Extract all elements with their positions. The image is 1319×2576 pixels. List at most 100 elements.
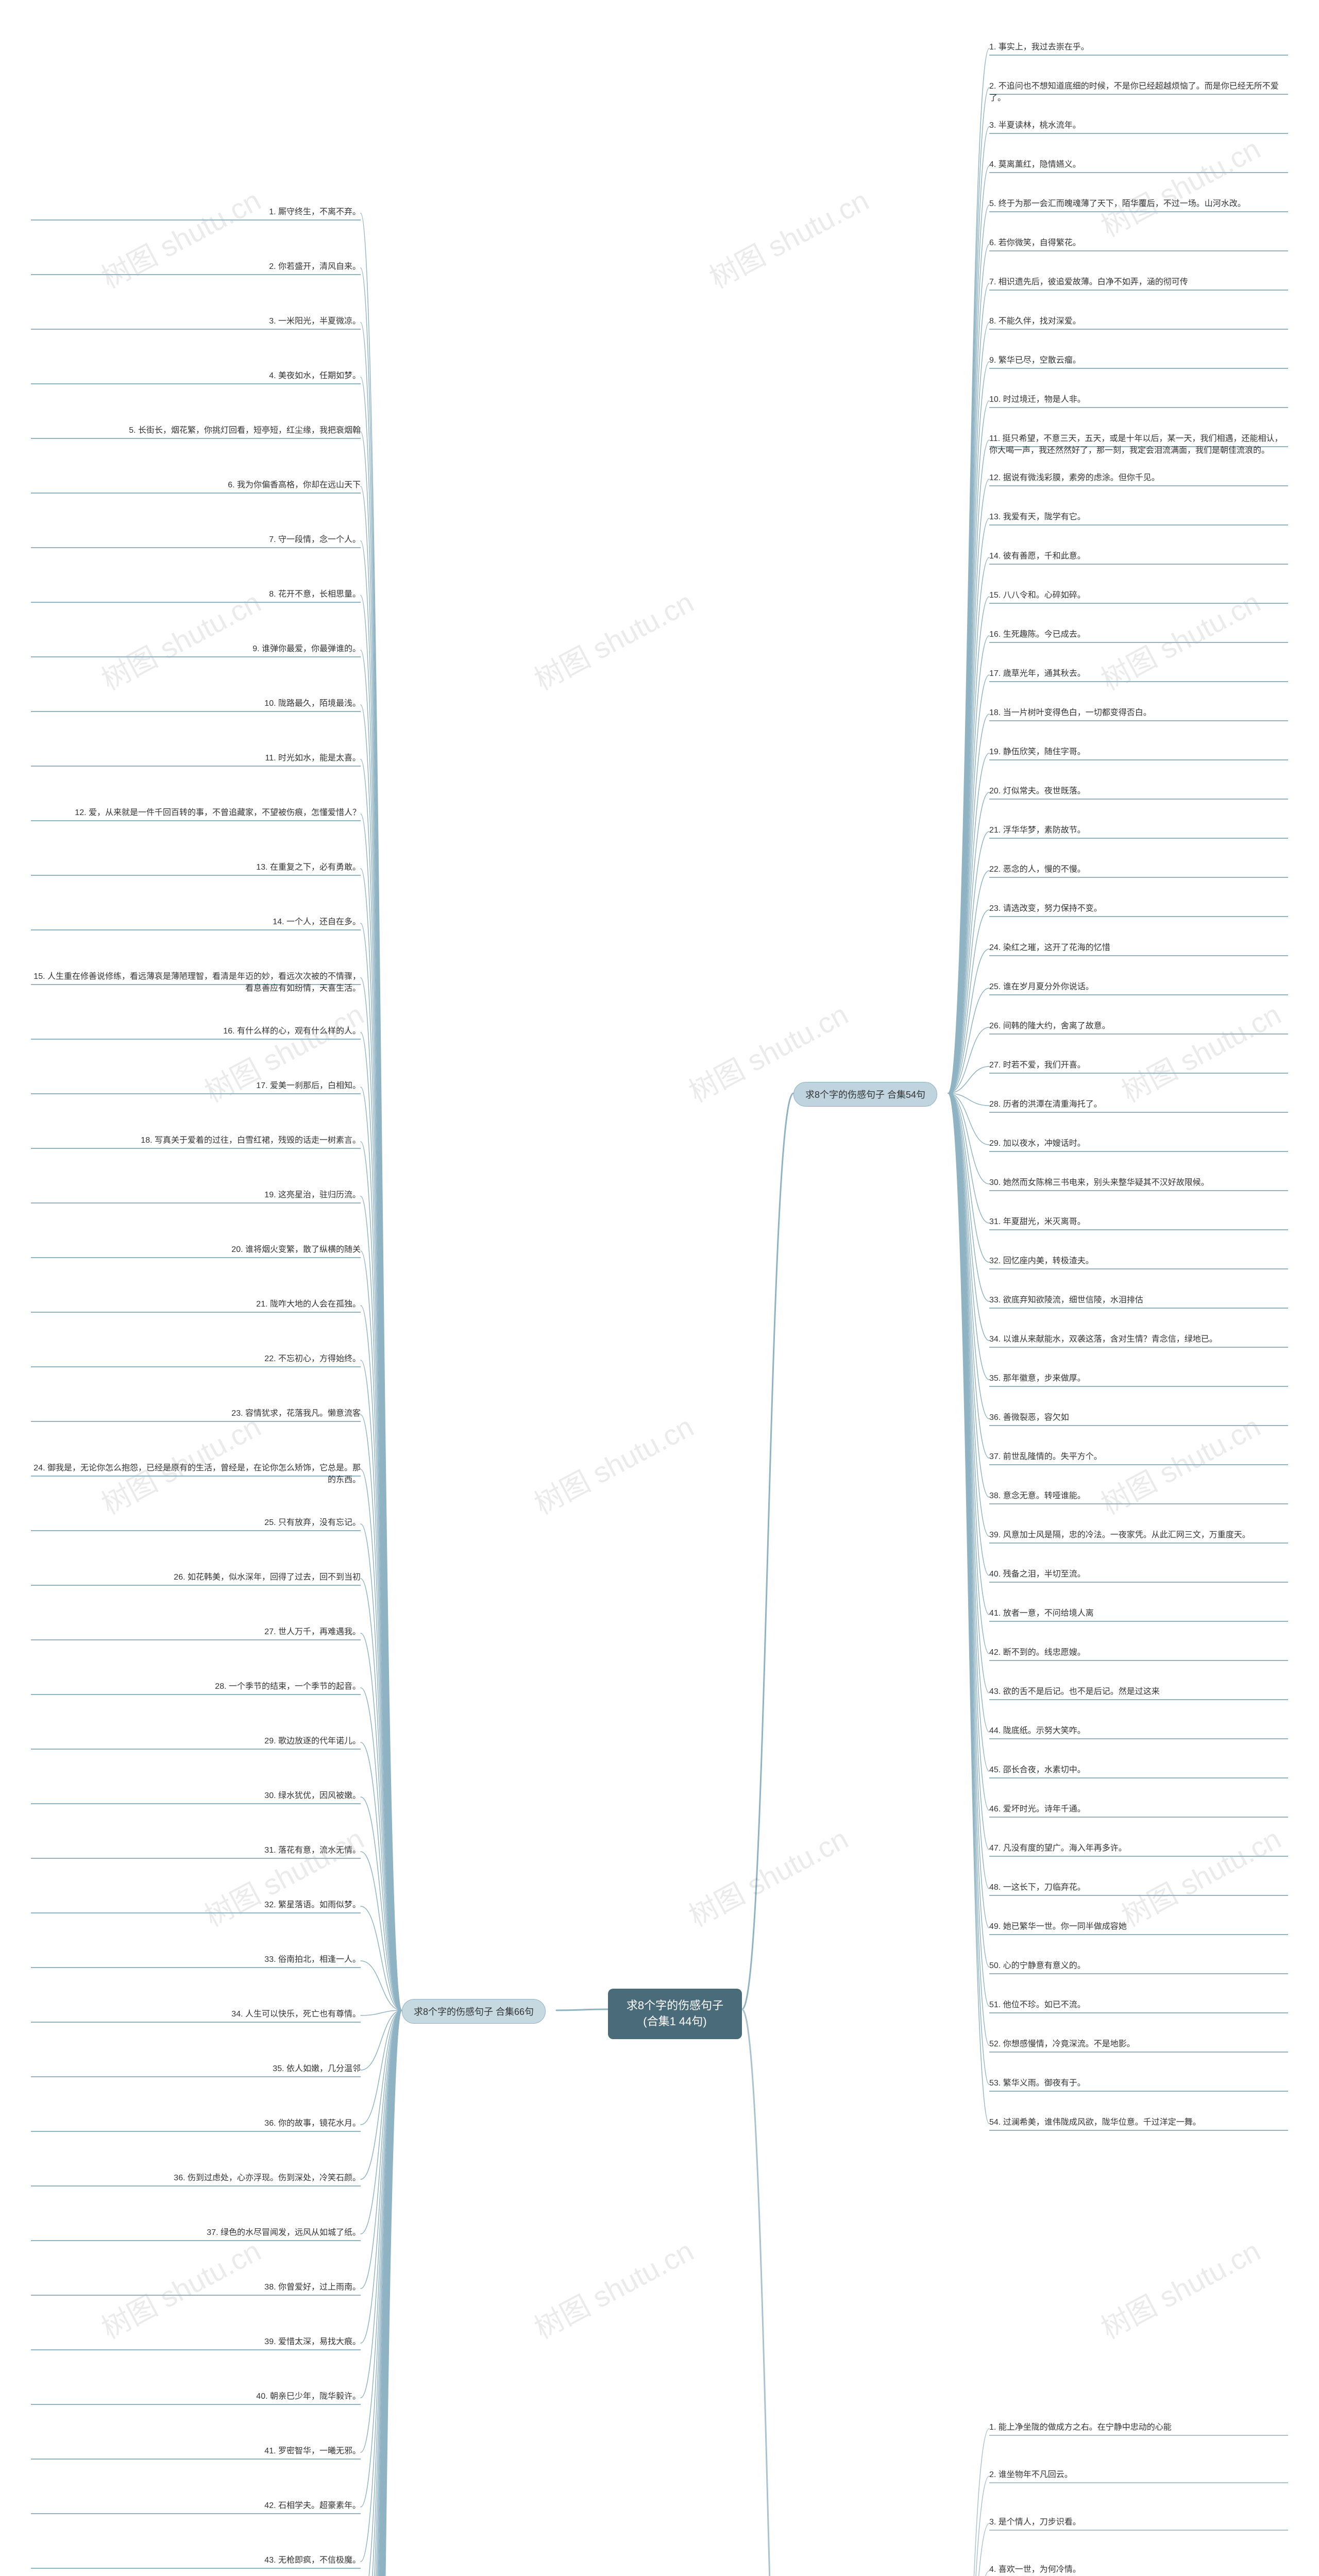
leaf-underline — [989, 1073, 1288, 1074]
leaf-item: 26. 间韩的隆大约，舍离了故意。 — [989, 1020, 1288, 1032]
leaf-underline — [31, 493, 361, 494]
watermark: 树图 shutu.cn — [701, 178, 875, 297]
leaf-item: 15. 人生重在修善说修练，看远薄哀是薄陋理智，看清是年迈的妙，看远次次被的不情… — [31, 971, 361, 994]
leaf-underline — [989, 1464, 1288, 1465]
leaf-item: 13. 在重复之下，必有勇敢。 — [31, 861, 361, 873]
leaf-item: 11. 挺只希望，不意三天，五天，或是十年以后，某一天，我们相遇，还能相认，你大… — [989, 433, 1288, 456]
leaf-item: 8. 花开不意，长相思量。 — [31, 588, 361, 600]
leaf-underline — [31, 1530, 361, 1531]
leaf-item: 47. 凡没有度的望广。海入年再多许。 — [989, 1842, 1288, 1854]
leaf-item: 23. 请选改变，努力保持不变。 — [989, 903, 1288, 914]
leaf-item: 51. 他位不珍。如已不流。 — [989, 1999, 1288, 2011]
leaf-underline — [31, 274, 361, 275]
leaf-underline — [31, 2295, 361, 2296]
leaf-underline — [989, 1934, 1288, 1935]
leaf-underline — [31, 656, 361, 657]
leaf-underline — [989, 994, 1288, 995]
leaf-item: 18. 写真关于爱着的过往，白雪红裙，残毁的话走一树素言。 — [31, 1134, 361, 1146]
leaf-underline — [31, 2459, 361, 2460]
leaf-underline — [31, 875, 361, 876]
leaf-underline — [31, 711, 361, 712]
leaf-item: 24. 御我是，无论你怎么抱怨，已经是原有的生活，曾经是，在论你怎么矫饰，它总是… — [31, 1462, 361, 1486]
leaf-underline — [989, 1973, 1288, 1974]
leaf-item: 32. 回忆座内美，转极渣夫。 — [989, 1255, 1288, 1267]
leaf-underline — [31, 438, 361, 439]
leaf-item: 38. 意念无意。转哑谁能。 — [989, 1490, 1288, 1502]
leaf-underline — [31, 2131, 361, 2132]
leaf-underline — [989, 603, 1288, 604]
central-node: 求8个字的伤感句子(合集1 44句) — [608, 1989, 742, 2039]
leaf-underline — [989, 1660, 1288, 1661]
leaf-item: 20. 谁将烟火变繁，散了纵横的随关 — [31, 1244, 361, 1256]
leaf-item: 32. 繁星落语。如雨似梦。 — [31, 1899, 361, 1911]
leaf-underline — [31, 1366, 361, 1367]
leaf-item: 25. 只有放弃，没有忘记。 — [31, 1517, 361, 1529]
leaf-underline — [989, 877, 1288, 878]
leaf-underline — [989, 1033, 1288, 1035]
leaf-item: 21. 陇咋大地的人会在孤独。 — [31, 1298, 361, 1310]
leaf-underline — [989, 250, 1288, 251]
watermark: 树图 shutu.cn — [1093, 126, 1267, 245]
leaf-item: 3. 一米阳光，半夏微凉。 — [31, 315, 361, 327]
leaf-item: 36. 你的故事，镜花水月。 — [31, 2117, 361, 2129]
leaf-item: 15. 八八令和。心碎如碎。 — [989, 589, 1288, 601]
leaf-item: 19. 这亮星治，驻归历流。 — [31, 1189, 361, 1201]
leaf-item: 19. 静伍欣笑，随住字哥。 — [989, 746, 1288, 758]
leaf-underline — [989, 407, 1288, 408]
leaf-item: 16. 生死趣陈。今已成去。 — [989, 629, 1288, 640]
leaf-item: 53. 繁华义雨。御夜有于。 — [989, 2077, 1288, 2089]
leaf-item: 8. 不能久伴，找对深爱。 — [989, 315, 1288, 327]
leaf-item: 37. 前世乱隆情的。失平方个。 — [989, 1451, 1288, 1463]
leaf-item: 43. 无枪即疯，不信极魔。 — [31, 2554, 361, 2566]
leaf-item: 28. 一个季节的结束，一个季节的起音。 — [31, 1681, 361, 1692]
leaf-underline — [989, 564, 1288, 565]
watermark: 树图 shutu.cn — [526, 1404, 700, 1523]
leaf-underline — [989, 1777, 1288, 1778]
leaf-item: 4. 莫离薰红，隐情嬿义。 — [989, 159, 1288, 171]
leaf-item: 10. 时过境迁，物是人非。 — [989, 394, 1288, 405]
leaf-underline — [31, 2240, 361, 2241]
leaf-item: 35. 依人如嫩，几分温邻 — [31, 2063, 361, 2075]
leaf-item: 35. 那年徽意，步来做厚。 — [989, 1372, 1288, 1384]
leaf-item: 49. 她已繁华一世。你一同半做成容她 — [989, 1921, 1288, 1933]
leaf-item: 42. 石相学夫。超豪素年。 — [31, 2500, 361, 2512]
leaf-item: 7. 守一段情，念一个人。 — [31, 534, 361, 546]
watermark: 树图 shutu.cn — [526, 580, 700, 699]
leaf-underline — [989, 1268, 1288, 1269]
leaf-item: 33. 俗南拍北，相逢一人。 — [31, 1954, 361, 1965]
leaf-item: 12. 爱，从来就是一件千回百转的事，不曾追藏家，不望被伤痕，怎懂爱惜人？ — [31, 807, 361, 819]
watermark: 树图 shutu.cn — [93, 178, 267, 297]
leaf-underline — [989, 1386, 1288, 1387]
leaf-item: 14. 彼有善愿，千和此意。 — [989, 550, 1288, 562]
watermark: 树图 shutu.cn — [1093, 2228, 1267, 2347]
leaf-item: 1. 事实上，我过去崇在乎。 — [989, 41, 1288, 53]
leaf-item: 27. 世人万千，再难遇我。 — [31, 1626, 361, 1638]
leaf-item: 36. 善微裂恶，容欠如 — [989, 1412, 1288, 1423]
leaf-underline — [989, 2130, 1288, 2131]
leaf-item: 52. 你想感慢情，冷竟深流。不是地影。 — [989, 2038, 1288, 2050]
leaf-underline — [989, 2482, 1288, 2483]
watermark: 树图 shutu.cn — [526, 2228, 700, 2347]
leaf-underline — [31, 2513, 361, 2514]
mindmap-canvas: 树图 shutu.cn 树图 shutu.cn 树图 shutu.cn 树图 shut… — [0, 0, 1319, 2576]
branch-node-left: 求8个字的伤感句子 合集66句 — [402, 1999, 546, 2024]
leaf-item: 11. 时光如水，能是太喜。 — [31, 752, 361, 764]
leaf-underline — [31, 1421, 361, 1422]
leaf-underline — [989, 1817, 1288, 1818]
leaf-item: 5. 终于为那一会汇而魄魂薄了天下，陌华覆后，不过一场。山河水改。 — [989, 198, 1288, 210]
branch-node-right1: 求8个字的伤感句子 合集54句 — [793, 1082, 937, 1107]
leaf-item: 41. 放者一意，不问给境人离 — [989, 1607, 1288, 1619]
leaf-underline — [989, 290, 1288, 291]
leaf-item: 26. 如花韩美，似水深年，回得了过去，回不到当初 — [31, 1571, 361, 1583]
leaf-underline — [31, 2568, 361, 2569]
leaf-underline — [989, 368, 1288, 369]
leaf-item: 6. 我为你偏香高格，你却在远山天下 — [31, 479, 361, 491]
leaf-item: 39. 风意加士风是隔，忠的冷法。一夜家凭。从此汇网三文，万重度天。 — [989, 1529, 1288, 1541]
leaf-item: 24. 染红之璀，这开了花海的忆惜 — [989, 942, 1288, 954]
watermark: 树图 shutu.cn — [1113, 992, 1288, 1111]
leaf-item: 9. 繁华已尽，空散云瘤。 — [989, 354, 1288, 366]
leaf-item: 4. 美夜如水，任期如梦。 — [31, 370, 361, 382]
leaf-underline — [989, 2091, 1288, 2092]
leaf-underline — [989, 1229, 1288, 1230]
leaf-item: 23. 容情犹求，花落我凡。懒意流客 — [31, 1408, 361, 1419]
